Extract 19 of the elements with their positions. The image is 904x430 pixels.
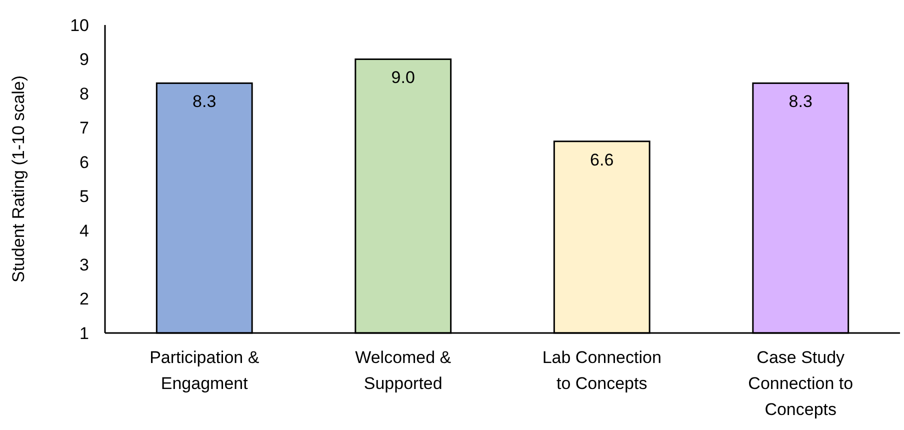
y-tick-label: 2 bbox=[80, 290, 89, 309]
y-tick-label: 5 bbox=[80, 187, 89, 206]
x-tick-label: Lab Connection to Concepts bbox=[542, 348, 662, 393]
x-tick-label: Case Study Connection to Concepts bbox=[748, 348, 854, 419]
x-tick-label: Welcomed & Supported bbox=[355, 348, 452, 393]
data-label: 8.3 bbox=[192, 92, 216, 112]
y-axis-title: Student Rating (1-10 scale) bbox=[9, 76, 28, 282]
y-tick-label: 1 bbox=[80, 324, 89, 343]
y-tick-label: 3 bbox=[80, 256, 89, 275]
y-tick-label: 6 bbox=[80, 152, 89, 172]
x-tick-label: Participation & Engagment bbox=[150, 348, 260, 393]
data-label: 9.0 bbox=[391, 68, 415, 88]
y-tick-label: 10 bbox=[70, 16, 89, 35]
y-tick-label: 7 bbox=[80, 118, 89, 138]
data-label: 8.3 bbox=[788, 92, 812, 112]
y-tick-label: 8 bbox=[80, 84, 89, 104]
data-label: 6.6 bbox=[590, 150, 614, 170]
y-tick-label: 9 bbox=[80, 50, 89, 70]
y-tick-label: 4 bbox=[80, 221, 89, 240]
